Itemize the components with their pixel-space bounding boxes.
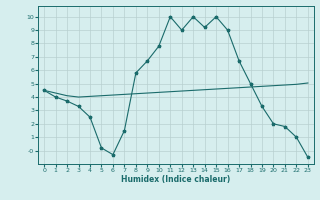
X-axis label: Humidex (Indice chaleur): Humidex (Indice chaleur)	[121, 175, 231, 184]
